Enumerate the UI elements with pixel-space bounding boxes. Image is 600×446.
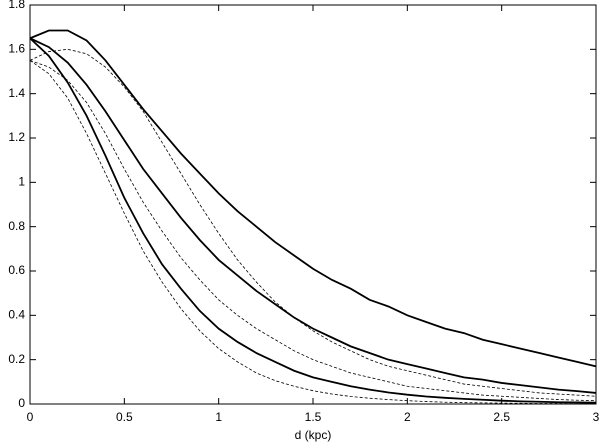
series-line	[29, 60, 596, 405]
series-line	[29, 48, 597, 397]
series-line	[29, 60, 597, 402]
y-tick-label: 0.6	[8, 263, 25, 277]
y-tick-label: 0.2	[8, 352, 25, 366]
x-tick-label: 3	[593, 410, 600, 424]
x-tick-label: 0.5	[116, 410, 133, 424]
y-tick-label: 0.8	[8, 219, 25, 233]
x-tick-label: 2	[404, 410, 411, 424]
x-tick-label: 2.5	[493, 410, 510, 424]
series-line	[29, 37, 597, 404]
y-tick-label: 1.6	[8, 42, 25, 56]
x-tick-label: 1.5	[305, 410, 322, 424]
y-tick-label: 0.4	[8, 308, 25, 322]
series-line	[29, 29, 597, 368]
y-tick-label: 1	[18, 175, 25, 189]
y-tick-label: 1.2	[8, 130, 25, 144]
y-tick-label: 1.8	[8, 0, 25, 11]
plot-frame	[29, 4, 597, 405]
x-tick-label: 1	[215, 410, 222, 424]
series-line	[29, 37, 597, 394]
y-tick-label: 0	[18, 396, 25, 410]
x-axis-label: d (kpc)	[295, 428, 332, 442]
y-tick-label: 1.4	[8, 86, 25, 100]
x-tick-label: 0	[27, 410, 34, 424]
